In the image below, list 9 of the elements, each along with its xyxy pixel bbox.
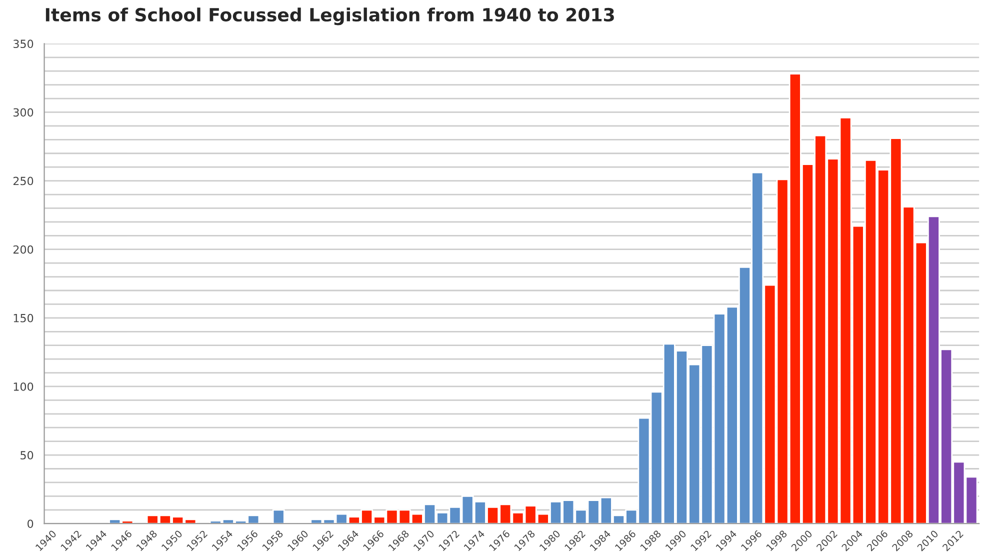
y-tick-label: 200 (13, 245, 34, 254)
y-tick-label: 150 (14, 314, 34, 322)
y-tick-label: 300 (14, 108, 34, 117)
y-tick-label: 250 (13, 176, 34, 186)
y-tick-label: 100 (14, 382, 34, 391)
y-tick-label: 350 (14, 40, 34, 48)
y-tick-label: 50 (20, 451, 34, 460)
y-tick-label: 0 (28, 520, 34, 528)
chart-title: Items of School Focussed Legislation from 1940 to 2013 (46, 8, 614, 26)
